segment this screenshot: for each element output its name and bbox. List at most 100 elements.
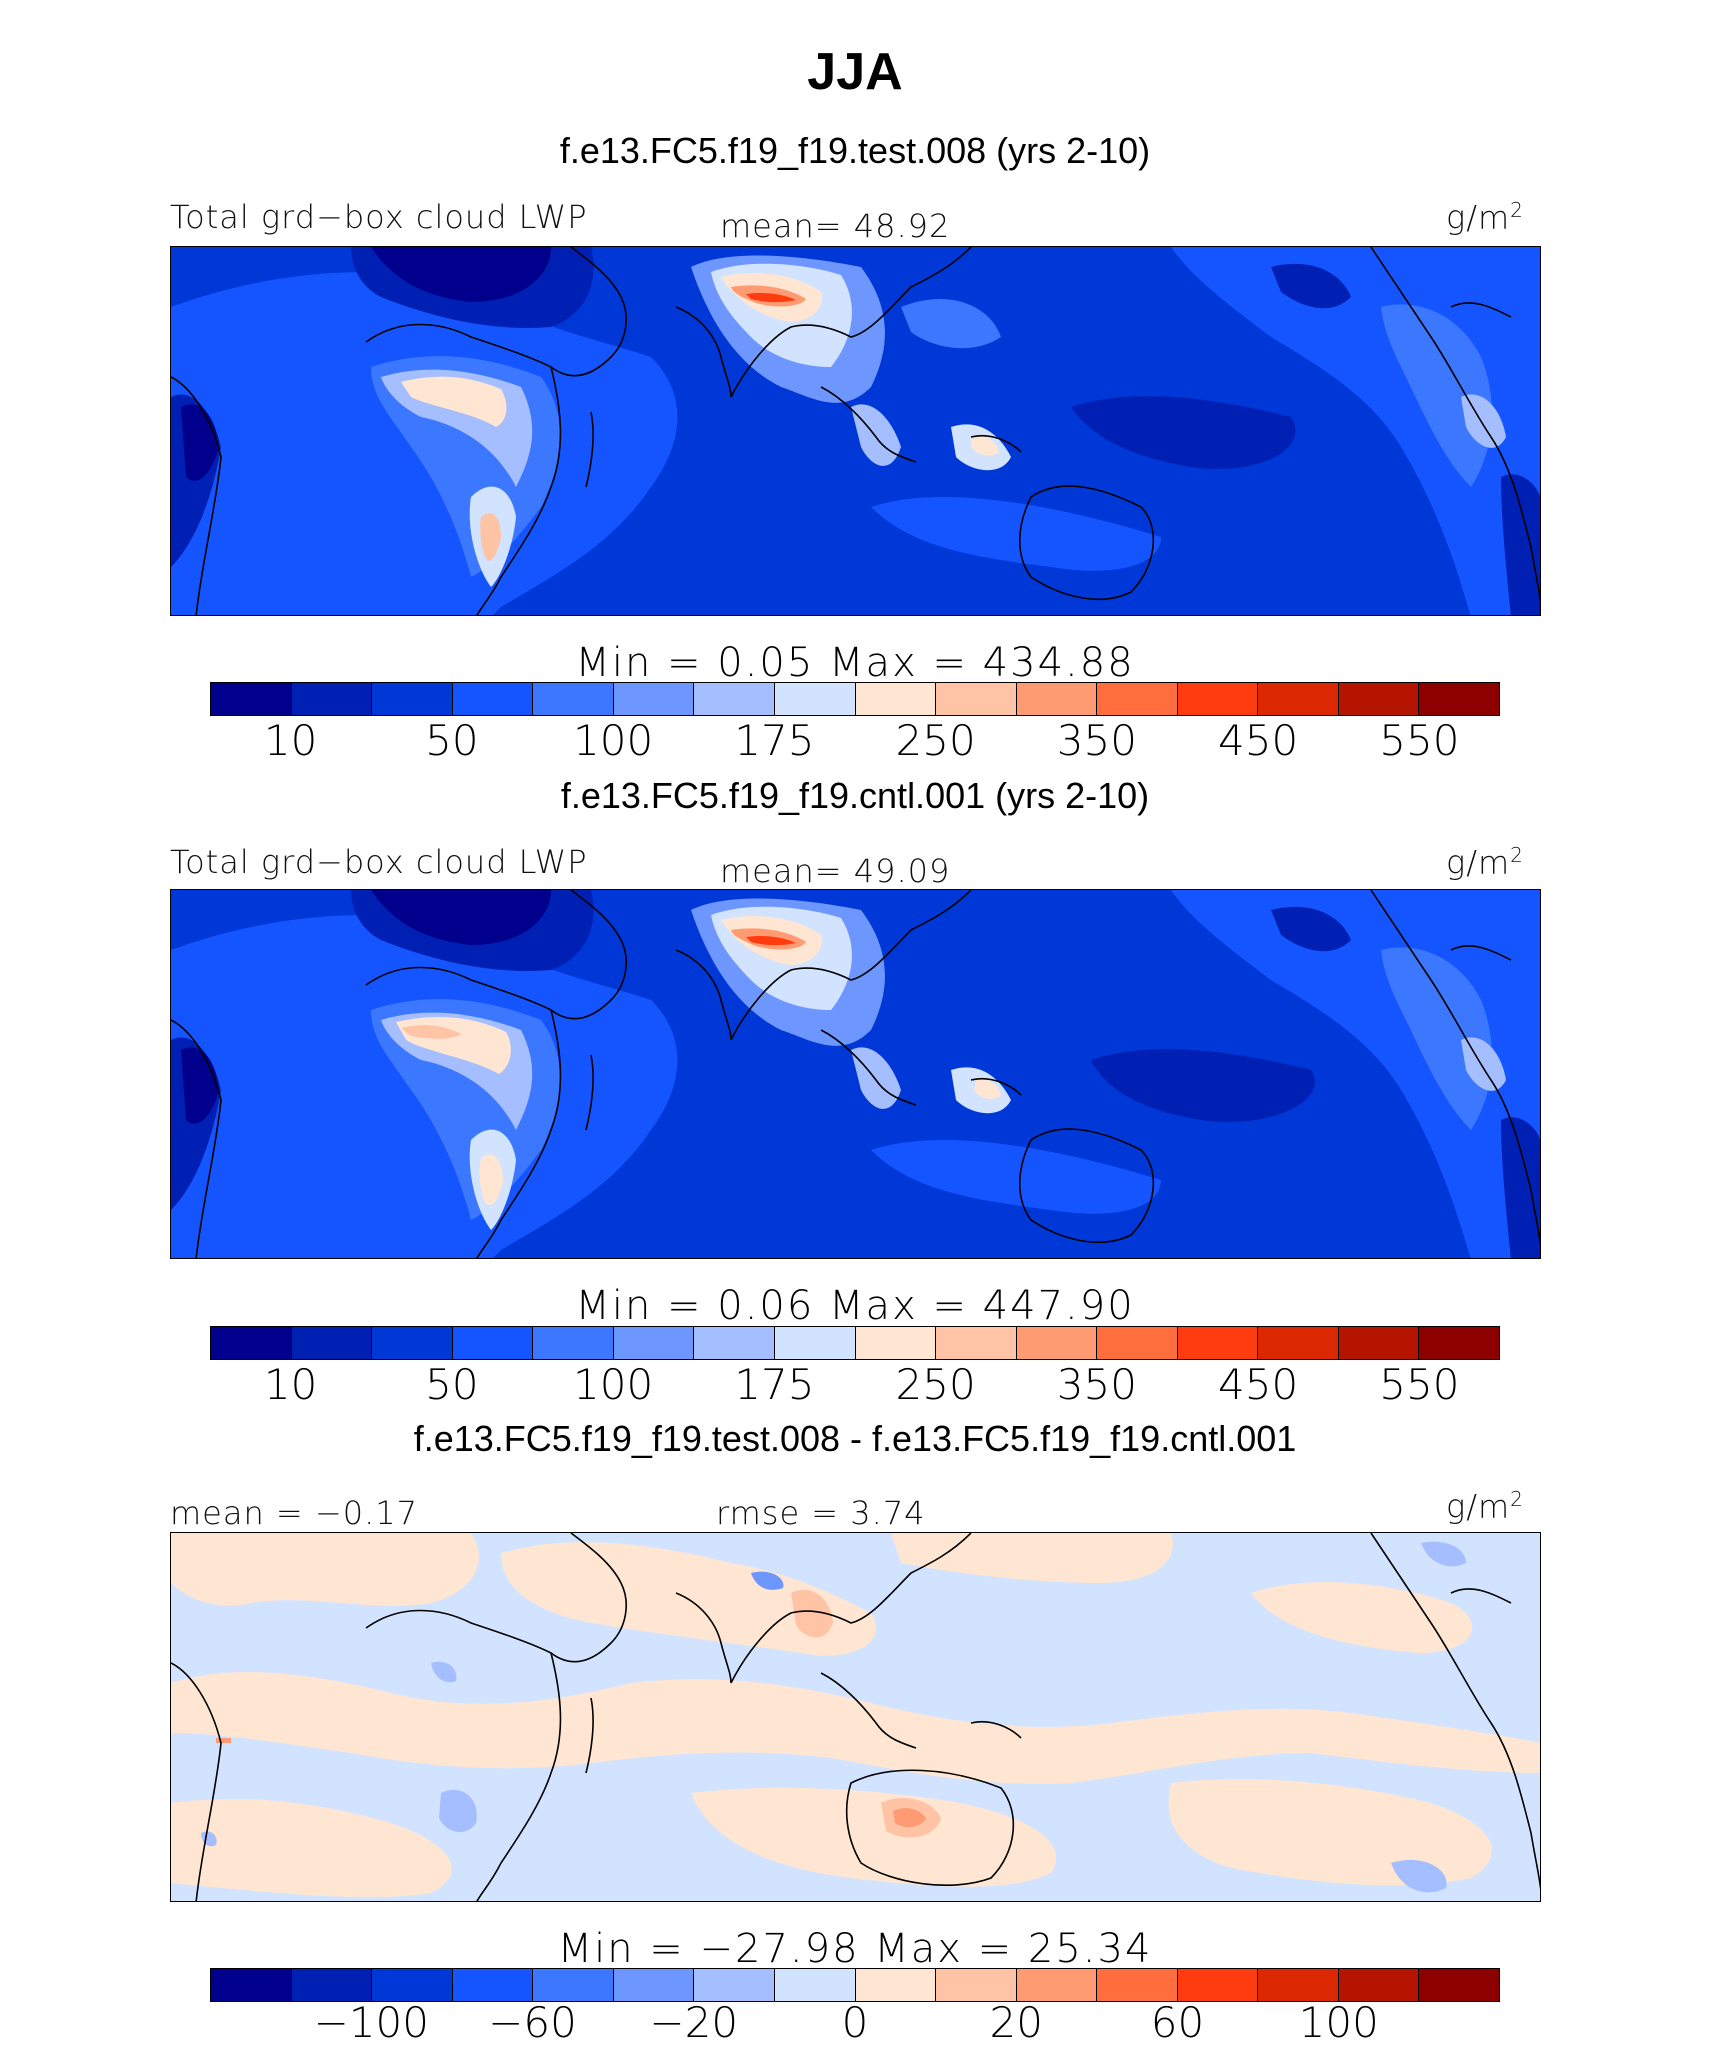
panel1-colorbar-swatch — [1097, 683, 1178, 715]
panel1-mean-label: mean= 48.92 — [720, 207, 951, 245]
panel3-colorbar-swatch — [533, 1969, 614, 2001]
panel2-colorbar-tick-label: 175 — [734, 1360, 815, 1409]
panel3-colorbar-swatch — [452, 1969, 534, 2001]
panel2-colorbar-swatch — [291, 1327, 373, 1359]
panel3-colorbar — [210, 1968, 1500, 2002]
panel2-minmax: Min = 0.06 Max = 447.90 — [575, 1283, 1135, 1329]
panel1-colorbar-swatch — [211, 683, 292, 715]
panel1-colorbar-swatch — [533, 683, 614, 715]
panel3-rmse-label: rmse = 3.74 — [716, 1494, 926, 1532]
panel2-lwp-field — [171, 890, 1540, 1258]
panel3-colorbar-swatch — [372, 1969, 453, 2001]
panel3-colorbar-swatch — [1338, 1969, 1420, 2001]
panel2-colorbar-swatch — [452, 1327, 534, 1359]
panel2-colorbar-swatch — [1016, 1327, 1098, 1359]
panel3-case-title: f.e13.FC5.f19_f19.test.008 - f.e13.FC5.f… — [413, 1418, 1297, 1459]
panel1-colorbar-ticks: 10 50 100 175 250 350 450 550 — [0, 716, 1710, 766]
panel2-colorbar-swatch — [211, 1327, 292, 1359]
panel2-colorbar-swatch — [372, 1327, 453, 1359]
panel3-coastlines — [171, 1533, 1540, 1901]
panel3-units-label: g/m2 — [1446, 1487, 1524, 1526]
panel2-colorbar-swatch — [774, 1327, 856, 1359]
panel1-lwp-field — [171, 247, 1540, 615]
panel2-colorbar-tick-label: 350 — [1056, 1360, 1137, 1409]
panel2-colorbar-tick-label: 100 — [573, 1360, 654, 1409]
panel1-colorbar-tick-label: 10 — [263, 716, 318, 765]
panel1-units-label: g/m2 — [1446, 198, 1524, 237]
panel2-colorbar — [210, 1326, 1500, 1360]
panel2-colorbar-tick-label: 50 — [425, 1360, 479, 1409]
panel3-colorbar-swatch — [694, 1969, 775, 2001]
panel3-colorbar-swatch — [613, 1969, 695, 2001]
panel3-diff-field — [171, 1533, 1540, 1898]
panel3-mean-label: mean = −0.17 — [170, 1494, 418, 1532]
panel1-colorbar-swatch — [452, 683, 534, 715]
panel1-colorbar-tick-label: 250 — [895, 716, 976, 765]
panel1-colorbar-swatch — [1258, 683, 1339, 715]
panel1-colorbar-swatch — [1419, 683, 1499, 715]
panel2-colorbar-swatch — [533, 1327, 614, 1359]
panel2-colorbar-swatch — [1338, 1327, 1420, 1359]
panel1-colorbar-swatch — [1338, 683, 1420, 715]
panel3-colorbar-tick-label: 100 — [1298, 1998, 1379, 2047]
panel1-colorbar-tick-label: 175 — [734, 716, 815, 765]
panel3-colorbar-swatch — [1016, 1969, 1098, 2001]
panel1-colorbar-tick-label: 450 — [1218, 716, 1299, 765]
panel3-colorbar-swatch — [774, 1969, 856, 2001]
panel2-colorbar-tick-label: 10 — [263, 1360, 318, 1409]
panel1-colorbar-tick-label: 50 — [425, 716, 479, 765]
page-title: JJA — [807, 43, 903, 101]
panel1-colorbar — [210, 682, 1500, 716]
panel1-colorbar-swatch — [855, 683, 937, 715]
panel2-case-title: f.e13.FC5.f19_f19.cntl.001 (yrs 2-10) — [560, 775, 1150, 816]
panel2-mean-label: mean= 49.09 — [720, 852, 951, 890]
panel3-colorbar-tick-label: 20 — [989, 1998, 1043, 2047]
panel3-colorbar-swatch — [1258, 1969, 1339, 2001]
panel3-map — [170, 1532, 1541, 1902]
panel3-minmax: Min = −27.98 Max = 25.34 — [557, 1926, 1153, 1972]
panel1-colorbar-tick-label: 550 — [1379, 716, 1460, 765]
panel1-map — [170, 246, 1541, 616]
panel3-colorbar-swatch — [291, 1969, 373, 2001]
panel2-colorbar-swatch — [1177, 1327, 1259, 1359]
panel3-colorbar-swatch — [855, 1969, 937, 2001]
panel1-colorbar-swatch — [774, 683, 856, 715]
panel2-coastlines — [171, 890, 1540, 1258]
panel3-colorbar-tick-label: −100 — [313, 1998, 429, 2047]
panel2-colorbar-tick-label: 450 — [1218, 1360, 1299, 1409]
panel2-colorbar-swatch — [1097, 1327, 1178, 1359]
panel3-colorbar-tick-label: −60 — [488, 1998, 577, 2047]
panel3-colorbar-swatch — [1177, 1969, 1259, 2001]
panel2-colorbar-swatch — [694, 1327, 775, 1359]
panel2-colorbar-swatch — [936, 1327, 1017, 1359]
panel1-colorbar-swatch — [291, 683, 373, 715]
panel2-variable-label: Total grd−box cloud LWP — [170, 843, 588, 881]
panel3-colorbar-swatch — [936, 1969, 1017, 2001]
panel3-colorbar-swatch — [1097, 1969, 1178, 2001]
panel1-colorbar-tick-label: 350 — [1056, 716, 1137, 765]
panel1-colorbar-swatch — [1016, 683, 1098, 715]
panel2-colorbar-swatch — [855, 1327, 937, 1359]
panel1-colorbar-tick-label: 100 — [573, 716, 654, 765]
panel2-colorbar-swatch — [1258, 1327, 1339, 1359]
panel2-colorbar-swatch — [613, 1327, 695, 1359]
panel1-minmax: Min = 0.05 Max = 434.88 — [575, 640, 1135, 686]
panel1-colorbar-swatch — [1177, 683, 1259, 715]
panel3-colorbar-tick-label: 0 — [841, 1998, 869, 2047]
panel2-colorbar-tick-label: 550 — [1379, 1360, 1460, 1409]
panel1-colorbar-swatch — [694, 683, 775, 715]
panel3-colorbar-tick-label: −20 — [649, 1998, 739, 2047]
panel1-variable-label: Total grd−box cloud LWP — [170, 198, 588, 236]
panel3-colorbar-swatch — [1419, 1969, 1499, 2001]
panel1-colorbar-swatch — [936, 683, 1017, 715]
panel2-map — [170, 889, 1541, 1259]
panel3-colorbar-ticks: −100 −60 −20 0 20 60 100 — [0, 1998, 1710, 2048]
panel2-colorbar-tick-label: 250 — [895, 1360, 976, 1409]
panel2-colorbar-swatch — [1419, 1327, 1499, 1359]
panel1-coastlines — [171, 247, 1540, 615]
panel2-units-label: g/m2 — [1446, 843, 1524, 882]
panel3-colorbar-tick-label: 60 — [1150, 1998, 1205, 2047]
panel1-colorbar-swatch — [613, 683, 695, 715]
panel1-case-title: f.e13.FC5.f19_f19.test.008 (yrs 2-10) — [559, 130, 1151, 171]
panel2-colorbar-ticks: 10 50 100 175 250 350 450 550 — [0, 1360, 1710, 1410]
